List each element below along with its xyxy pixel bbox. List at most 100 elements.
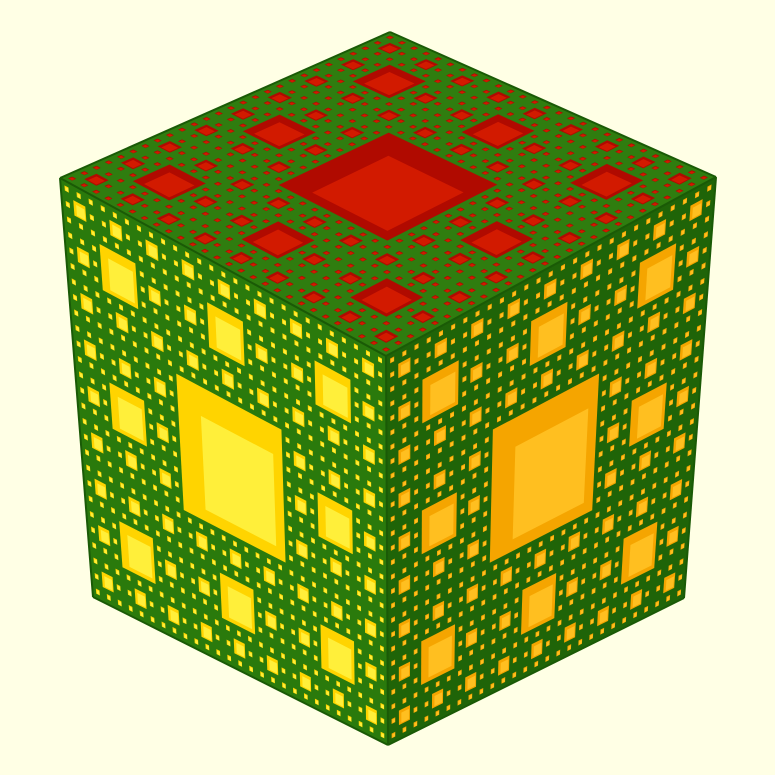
right-hole-inner [659,555,662,561]
left-hole-inner [261,672,264,678]
top-hole-inner [360,245,366,249]
right-hole-inner [464,317,468,323]
right-hole-inner [500,312,504,318]
left-hole-inner [319,354,323,360]
left-hole-inner [348,716,352,722]
top-hole-inner [374,41,381,45]
left-hole-inner [105,564,109,570]
top-hole-inner [664,172,671,175]
top-hole-inner [519,95,526,99]
left-hole-inner [214,590,217,596]
top-hole-inner [117,179,124,183]
right-hole-inner [403,698,406,704]
right-hole-inner [533,642,542,657]
top-hole-inner [543,176,549,180]
top-hole-inner [359,322,365,325]
top-hole-inner [312,160,319,164]
top-hole-inner [179,140,185,143]
right-hole-inner [683,363,687,369]
left-hole-inner [256,303,266,318]
left-hole-inner [299,587,308,602]
top-hole-inner [371,315,378,319]
right-hole-inner [642,474,646,479]
left-hole-inner [326,676,329,682]
right-hole-inner [521,389,525,395]
left-hole-inner [321,456,325,462]
top-hole-inner [124,159,142,169]
top-hole-inner [432,257,439,261]
right-hole-inner [458,670,462,676]
right-hole-inner [669,236,673,242]
left-hole-inner [260,657,264,663]
left-hole-inner [200,304,204,310]
left-hole-inner [144,510,148,516]
left-hole-inner [185,252,189,258]
right-hole-inner [400,404,410,419]
left-hole-inner [199,289,203,295]
right-hole-inner [572,288,576,294]
top-hole-inner [603,229,609,233]
left-hole-inner [380,531,383,536]
right-hole-inner [579,624,583,630]
right-hole-inner [582,262,592,278]
top-hole-inner [325,97,332,100]
left-hole-inner [189,533,193,539]
left-hole-inner [332,561,341,576]
right-hole-inner [414,518,418,524]
left-hole-inner [289,526,292,532]
right-hole-inner [460,553,464,558]
left-hole-inner [345,498,348,504]
left-hole-inner [309,435,313,441]
top-hole-inner [190,206,197,209]
left-hole-inner [333,605,342,620]
left-hole-inner [119,468,123,474]
right-hole-inner [523,329,527,335]
left-hole-inner [155,516,159,522]
left-hole-inner [127,535,153,579]
left-hole-inner [134,357,138,363]
right-hole-inner [535,661,538,667]
top-hole-inner [202,212,209,216]
top-hole-inner [433,245,439,249]
left-hole-inner [365,405,374,420]
left-hole-inner [220,283,230,299]
right-hole-inner [664,477,668,483]
left-hole-inner [76,204,86,221]
left-hole-inner [227,392,231,398]
left-hole-inner [271,328,275,334]
right-hole-inner [392,704,395,709]
top-hole-inner [226,213,233,217]
right-hole-inner [636,387,640,393]
top-hole-inner [410,137,416,140]
top-hole-inner [215,147,222,150]
left-hole-inner [178,336,182,342]
right-hole-inner [682,378,686,384]
top-hole-inner [337,114,344,117]
right-hole-inner [462,420,466,426]
right-hole-inner [651,335,655,341]
right-hole-inner [546,641,550,647]
left-hole-inner [259,336,263,342]
top-hole-inner [417,61,435,70]
right-hole-inner [499,342,503,348]
right-hole-inner [467,675,476,690]
left-hole-inner [173,452,177,457]
left-hole-inner [288,512,292,517]
top-hole-inner [373,120,380,123]
right-hole-inner [391,372,394,377]
left-hole-inner [206,645,209,650]
left-hole-inner [314,656,318,661]
top-hole-inner [483,90,490,94]
top-hole-inner [252,118,258,122]
top-hole-inner [494,213,500,217]
left-hole-inner [380,545,383,551]
top-hole-inner [506,159,513,163]
right-hole-inner [513,672,516,678]
right-hole-inner [415,344,419,350]
left-hole-inner [302,676,311,691]
top-hole-inner [507,147,513,151]
left-hole-inner [146,363,150,369]
right-hole-inner [391,429,395,435]
top-hole-inner [93,190,100,194]
right-hole-inner [626,363,630,369]
